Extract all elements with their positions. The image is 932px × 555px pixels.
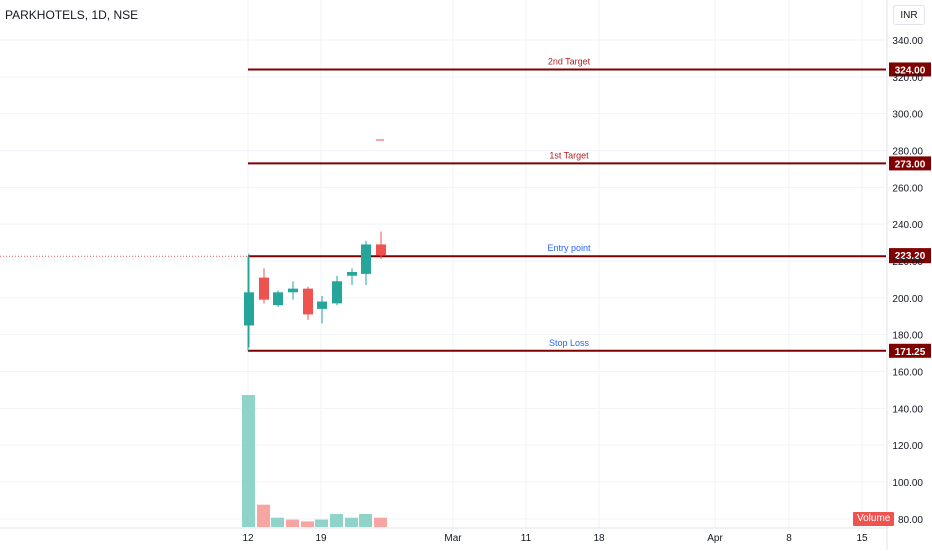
volume-bar: [242, 395, 255, 527]
currency-selector[interactable]: INR: [893, 5, 925, 25]
x-tick-label: 19: [315, 533, 327, 544]
level-price-tag: [889, 156, 931, 171]
volume-label: Volume: [853, 512, 895, 526]
volume-bar: [315, 519, 328, 527]
y-tick-label: 340.00: [892, 36, 923, 47]
y-tick-label: 260.00: [892, 183, 923, 194]
y-tick-label: 180.00: [892, 331, 923, 342]
candle-body[interactable]: [376, 244, 386, 256]
y-tick-label: 200.00: [892, 294, 923, 305]
candle-body[interactable]: [332, 281, 342, 304]
y-tick-label: 80.00: [898, 515, 923, 526]
volume-bar: [286, 519, 299, 527]
last-price-tag: [889, 248, 931, 263]
y-tick-label: 280.00: [892, 147, 923, 158]
level-price-value: 273.00: [895, 159, 926, 170]
x-tick-label: 11: [521, 533, 532, 544]
candle-body[interactable]: [244, 292, 254, 326]
candle-body[interactable]: [361, 244, 371, 274]
x-tick-label: 15: [856, 533, 868, 544]
volume-bar: [301, 521, 314, 527]
x-tick-label: 8: [786, 533, 792, 544]
y-tick-label: 100.00: [892, 478, 923, 489]
level-label: 1st Target: [549, 150, 589, 160]
y-tick-label: 160.00: [892, 368, 923, 379]
candle-body[interactable]: [288, 288, 298, 293]
y-tick-label: 320.00: [892, 73, 923, 84]
level-price-value: 171.25: [895, 347, 926, 358]
volume-bar: [271, 517, 284, 527]
candle-body[interactable]: [303, 288, 313, 315]
volume-bar: [374, 517, 387, 527]
volume-bar: [359, 513, 372, 527]
level-price-value: 324.00: [895, 65, 926, 76]
level-label: Stop Loss: [549, 338, 590, 348]
candle-body[interactable]: [259, 277, 269, 300]
y-tick-label: 120.00: [892, 441, 923, 452]
y-tick-label: 300.00: [892, 110, 923, 121]
level-label: Entry point: [547, 243, 591, 253]
y-tick-label: 140.00: [892, 404, 923, 415]
candle-body[interactable]: [317, 301, 327, 309]
level-label: 2nd Target: [548, 56, 591, 66]
volume-bar: [330, 513, 343, 527]
x-tick-label: 18: [593, 533, 605, 544]
last-price-value: 223.20: [895, 251, 926, 262]
level-price-tag: [889, 62, 931, 77]
symbol-title: PARKHOTELS, 1D, NSE: [5, 8, 139, 22]
x-tick-label: Mar: [444, 533, 462, 544]
volume-bar: [257, 504, 270, 527]
candle-body[interactable]: [273, 292, 283, 306]
y-tick-label: 220.00: [892, 257, 923, 268]
candle-body[interactable]: [347, 272, 357, 276]
y-tick-label: 240.00: [892, 220, 923, 231]
x-tick-label: Apr: [707, 533, 723, 544]
x-tick-label: 12: [242, 533, 254, 544]
level-price-tag: [889, 343, 931, 358]
volume-bar: [345, 517, 358, 527]
